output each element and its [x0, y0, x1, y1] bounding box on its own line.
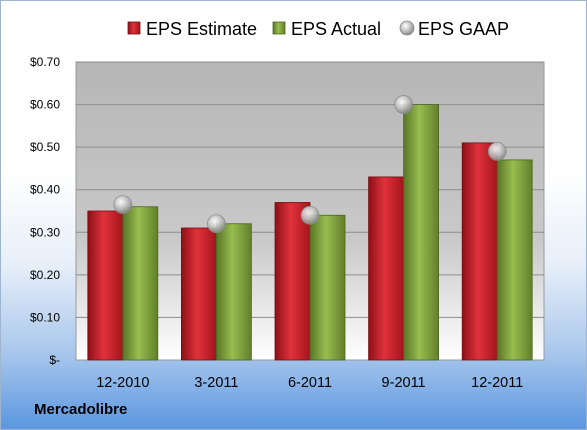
- x-tick-label: 3-2011: [194, 375, 238, 391]
- x-tick-label: 12-2011: [471, 375, 523, 391]
- legend-label: EPS GAAP: [418, 19, 509, 39]
- x-tick-label: 9-2011: [382, 375, 426, 391]
- legend-swatch-estimate: [127, 21, 141, 35]
- eps-estimate-bar: [180, 227, 217, 361]
- legend-eps-estimate: EPS Estimate: [127, 19, 257, 39]
- gaap-markers: [113, 95, 507, 234]
- legend: EPS Estimate EPS Actual EPS GAAP: [127, 19, 509, 39]
- x-tick-label: 6-2011: [288, 375, 332, 391]
- bars: [87, 104, 533, 361]
- legend-swatch-actual: [272, 21, 286, 35]
- eps-gaap-marker: [206, 214, 226, 234]
- company-name: Mercadolibre: [34, 401, 128, 418]
- eps-gaap-marker: [487, 141, 507, 161]
- eps-gaap-marker: [394, 95, 414, 114]
- legend-swatch-gaap: [399, 20, 415, 36]
- y-tick-label: $-: [49, 353, 60, 367]
- eps-actual-bar: [496, 159, 533, 361]
- eps-estimate-bar: [274, 202, 311, 361]
- eps-estimate-bar: [87, 210, 124, 361]
- legend-eps-actual: EPS Actual: [272, 19, 381, 39]
- y-tick-label: $0.10: [30, 310, 60, 324]
- y-tick-label: $0.20: [30, 268, 60, 282]
- y-axis-ticks: $0.70 $0.60 $0.50 $0.40 $0.30 $0.20 $0.10 $-: [30, 55, 60, 367]
- x-axis-ticks: 12-2010 3-2011 6-2011 9-2011 12-2011: [96, 375, 523, 391]
- y-tick-label: $0.30: [30, 225, 60, 239]
- eps-actual-bar: [403, 104, 440, 361]
- eps-estimate-bar: [461, 142, 498, 361]
- eps-actual-bar: [309, 214, 346, 361]
- y-tick-label: $0.40: [30, 183, 60, 197]
- eps-gaap-marker: [300, 205, 320, 225]
- eps-gaap-marker: [113, 195, 133, 215]
- legend-label: EPS Estimate: [146, 19, 257, 39]
- legend-label: EPS Actual: [291, 19, 381, 39]
- eps-estimate-bar: [368, 176, 405, 361]
- y-tick-label: $0.50: [30, 140, 60, 154]
- eps-actual-bar: [215, 223, 252, 361]
- x-tick-label: 12-2010: [96, 375, 149, 391]
- y-tick-label: $0.70: [30, 55, 60, 69]
- y-tick-label: $0.60: [30, 98, 60, 112]
- eps-actual-bar: [122, 206, 159, 361]
- legend-eps-gaap: EPS GAAP: [399, 19, 509, 39]
